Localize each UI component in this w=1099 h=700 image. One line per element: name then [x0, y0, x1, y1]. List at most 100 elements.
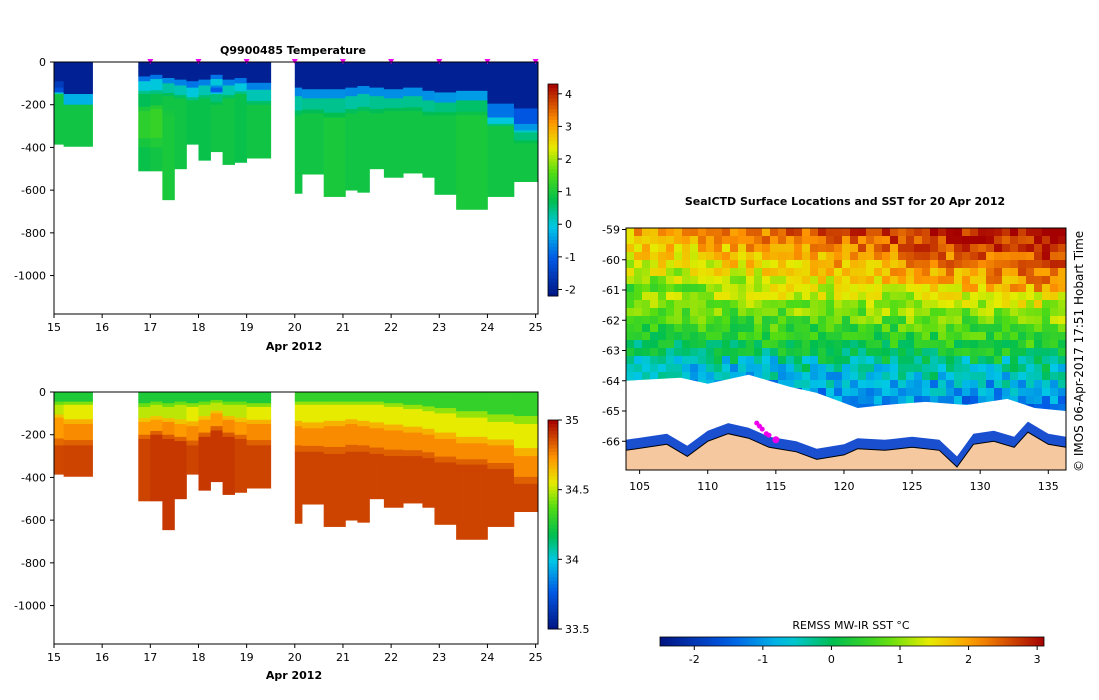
sst-cell-118	[690, 244, 699, 253]
sst-cell-135	[826, 244, 835, 253]
colorbar-segment	[548, 555, 558, 560]
sst-cell-879	[1058, 348, 1066, 357]
sst-cell-766	[1034, 332, 1043, 341]
profile-cell-8-3-1	[210, 96, 223, 100]
profile-cell-0-0-0	[54, 62, 65, 69]
sst-cell-128	[770, 244, 779, 253]
sst-cell-794	[818, 340, 827, 349]
sst-cell-461	[794, 292, 803, 301]
sst-cell-141	[874, 244, 883, 253]
profile-cell-15-3-0	[345, 451, 358, 521]
sst-map-panel: SealCTD Surface Locations and SST for 20…	[602, 195, 1067, 666]
sst-cell-800	[866, 340, 875, 349]
sst-cell-274	[1058, 260, 1066, 269]
sst-cell-49	[1018, 228, 1027, 237]
colorbar-segment	[548, 534, 558, 539]
colorbar-segment	[548, 493, 558, 498]
sst-cell-1207	[1042, 396, 1051, 405]
colorbar-segment	[548, 552, 558, 557]
profile-cell-15-1-3	[345, 108, 358, 114]
sst-cell-378	[1010, 276, 1019, 285]
sst-cell-298	[810, 268, 819, 277]
sst-cell-99	[978, 236, 987, 245]
x-tick-label: 18	[191, 651, 205, 664]
sst-cell-227	[682, 260, 691, 269]
sst-cell-325	[1026, 268, 1035, 277]
sst-cell-611	[674, 316, 683, 325]
sst-cell-321	[994, 268, 1003, 277]
sst-cell-341	[714, 276, 723, 285]
sst-cell-994	[658, 372, 667, 381]
colorbar-segment	[548, 87, 558, 92]
colorbar-segment	[548, 246, 558, 251]
sst-cell-1208	[1050, 396, 1059, 405]
sst-cell-1148	[1010, 388, 1019, 397]
sst-cell-510	[746, 300, 755, 309]
sst-cell-930	[1026, 356, 1035, 365]
colorbar-segment	[548, 126, 558, 131]
sst-cell-211	[994, 252, 1003, 261]
profile-cell-16-1-2	[357, 415, 370, 422]
profile-cell-13-1-0	[302, 404, 325, 412]
sst-cell-903	[810, 356, 819, 365]
profile-cell-3-2-2	[150, 101, 163, 106]
sst-cell-1008	[770, 372, 779, 381]
sst-cell-658	[1050, 316, 1059, 325]
sst-cell-455	[746, 292, 755, 301]
sst-cell-1009	[778, 372, 787, 381]
profile-cell-19-1-0	[403, 409, 423, 416]
lat-tick-label: -64	[602, 375, 620, 388]
sst-colorbar-ticks: -2 -1 0 1 2 3	[689, 646, 1041, 666]
sst-cell-677	[762, 324, 771, 333]
sst-cell-895	[746, 356, 755, 365]
sst-cell-113	[650, 244, 659, 253]
profile-cell-8-0-1	[210, 394, 223, 398]
sst-cell-538	[970, 300, 979, 309]
sst-cell-272	[1042, 260, 1051, 269]
sst-cell-585	[906, 308, 915, 317]
sst-cell-936	[634, 364, 643, 373]
sst-cell-380	[1026, 276, 1035, 285]
sst-cell-35	[906, 228, 915, 237]
sst-cell-1041	[1034, 372, 1043, 381]
sst-cell-393	[690, 284, 699, 293]
sst-cell-973	[930, 364, 939, 373]
profile-cell-13-2-3	[302, 445, 325, 453]
sst-cell-926	[994, 356, 1003, 365]
sst-cell-256	[914, 260, 923, 269]
sst-cell-915	[906, 356, 915, 365]
sst-cell-781	[714, 340, 723, 349]
sst-cell-501	[674, 300, 683, 309]
sst-cell-483	[970, 292, 979, 301]
profile-cell-11-3-0	[246, 445, 272, 489]
sst-cell-617	[722, 316, 731, 325]
sst-cell-666	[674, 324, 683, 333]
sst-cell-892	[722, 356, 731, 365]
profile-cell-22-1-3	[456, 111, 488, 116]
sst-cell-1038	[1010, 372, 1019, 381]
sst-cell-245	[826, 260, 835, 269]
sst-cell-859	[898, 348, 907, 357]
y-tick-label: -400	[21, 471, 46, 484]
sst-cell-649	[978, 316, 987, 325]
sst-cell-1020	[866, 372, 875, 381]
x-tick-label: 19	[240, 651, 254, 664]
colorbar-segment	[548, 611, 558, 616]
profile-cell-17-1-2	[369, 416, 385, 423]
sst-cell-232	[722, 260, 731, 269]
profile-cell-15-1-0	[345, 404, 358, 411]
sst-cell-881	[634, 356, 643, 365]
sst-cell-944	[698, 364, 707, 373]
sst-cell-308	[890, 268, 899, 277]
profile-cell-11-1-3	[246, 419, 272, 425]
profile-cell-5-0-3	[174, 79, 187, 86]
sst-cell-1078	[890, 380, 899, 389]
lon-tick-label: 135	[1038, 480, 1059, 493]
sst-cell-388	[650, 284, 659, 293]
sst-cell-717	[642, 332, 651, 341]
sst-cell-454	[738, 292, 747, 301]
x-tick-label: 23	[432, 651, 446, 664]
sst-cell-1026	[914, 372, 923, 381]
sst-cell-80	[826, 236, 835, 245]
sst-cell-762	[1002, 332, 1011, 341]
